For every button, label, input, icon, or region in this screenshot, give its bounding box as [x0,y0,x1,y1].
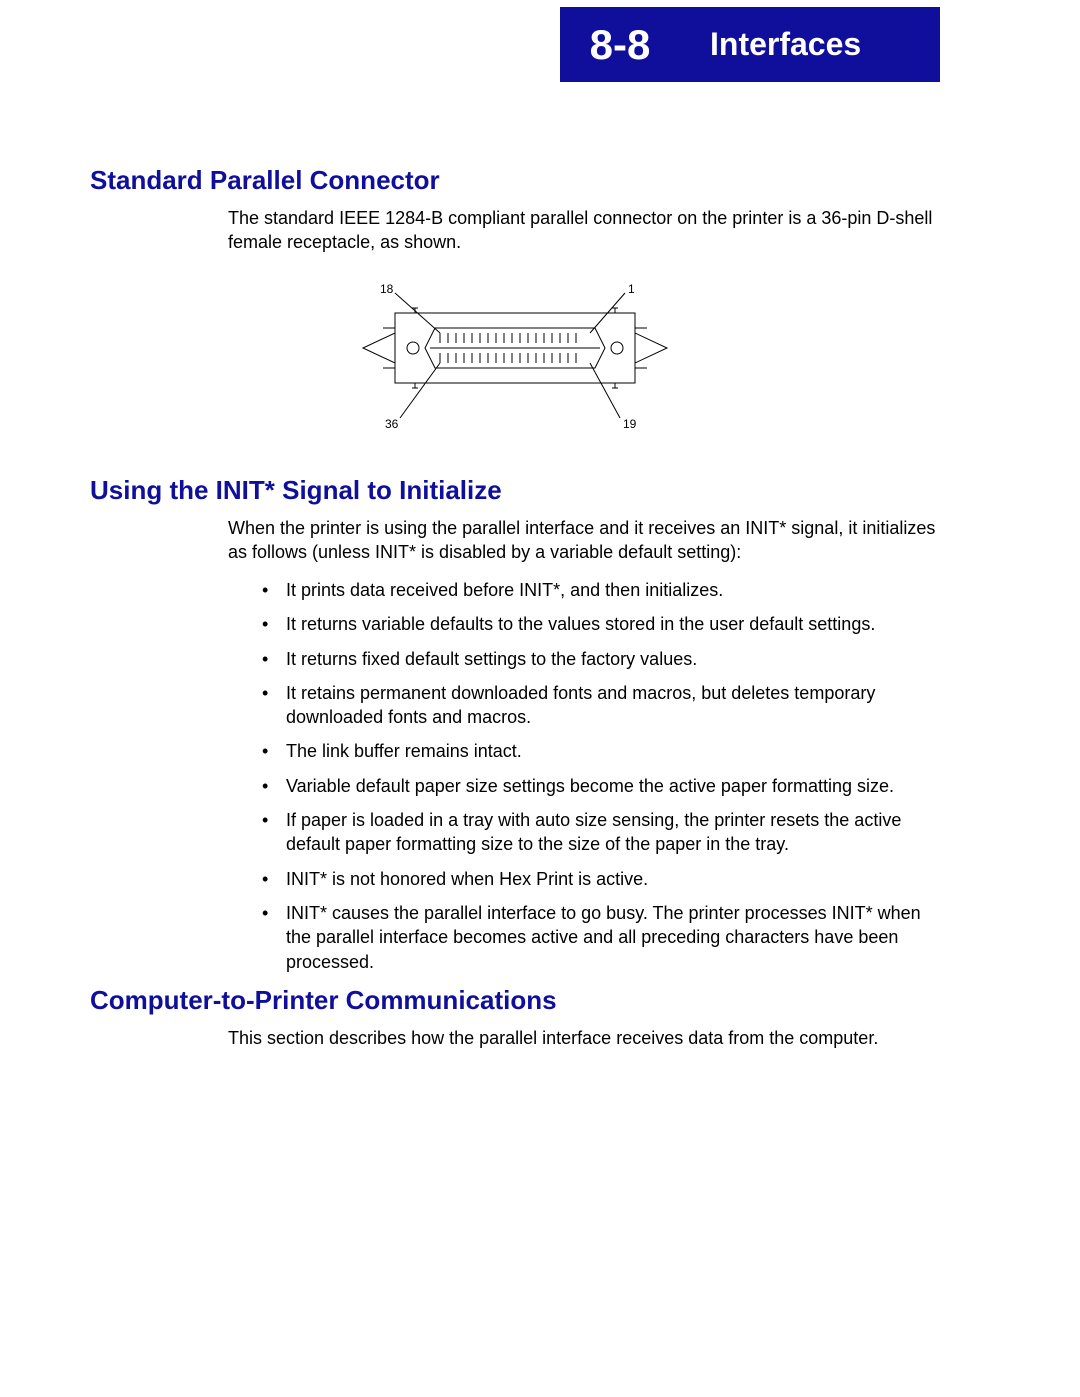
section-2-paragraph: When the printer is using the parallel i… [228,516,938,565]
section-heading-3: Computer-to-Printer Communications [90,985,557,1016]
list-item: The link buffer remains intact. [262,739,938,763]
section-3-paragraph: This section describes how the parallel … [228,1026,938,1050]
connector-diagram: 18 1 36 19 [345,278,685,438]
list-item: Variable default paper size settings bec… [262,774,938,798]
list-item: It retains permanent downloaded fonts an… [262,681,938,730]
section-heading-1: Standard Parallel Connector [90,165,440,196]
pin-label-18: 18 [380,282,394,296]
list-item: It prints data received before INIT*, an… [262,578,938,602]
init-bullet-list: It prints data received before INIT*, an… [262,578,938,984]
list-item: It returns fixed default settings to the… [262,647,938,671]
list-item: It returns variable defaults to the valu… [262,612,938,636]
page-number: 8-8 [560,21,680,69]
pin-label-36: 36 [385,417,399,431]
list-item: If paper is loaded in a tray with auto s… [262,808,938,857]
pin-label-1: 1 [628,282,635,296]
list-item: INIT* causes the parallel interface to g… [262,901,938,974]
section-heading-2: Using the INIT* Signal to Initialize [90,475,502,506]
section-1-paragraph: The standard IEEE 1284-B compliant paral… [228,206,938,255]
pin-label-19: 19 [623,417,637,431]
chapter-title: Interfaces [710,26,861,63]
header-banner: 8-8 Interfaces [560,7,940,82]
list-item: INIT* is not honored when Hex Print is a… [262,867,938,891]
